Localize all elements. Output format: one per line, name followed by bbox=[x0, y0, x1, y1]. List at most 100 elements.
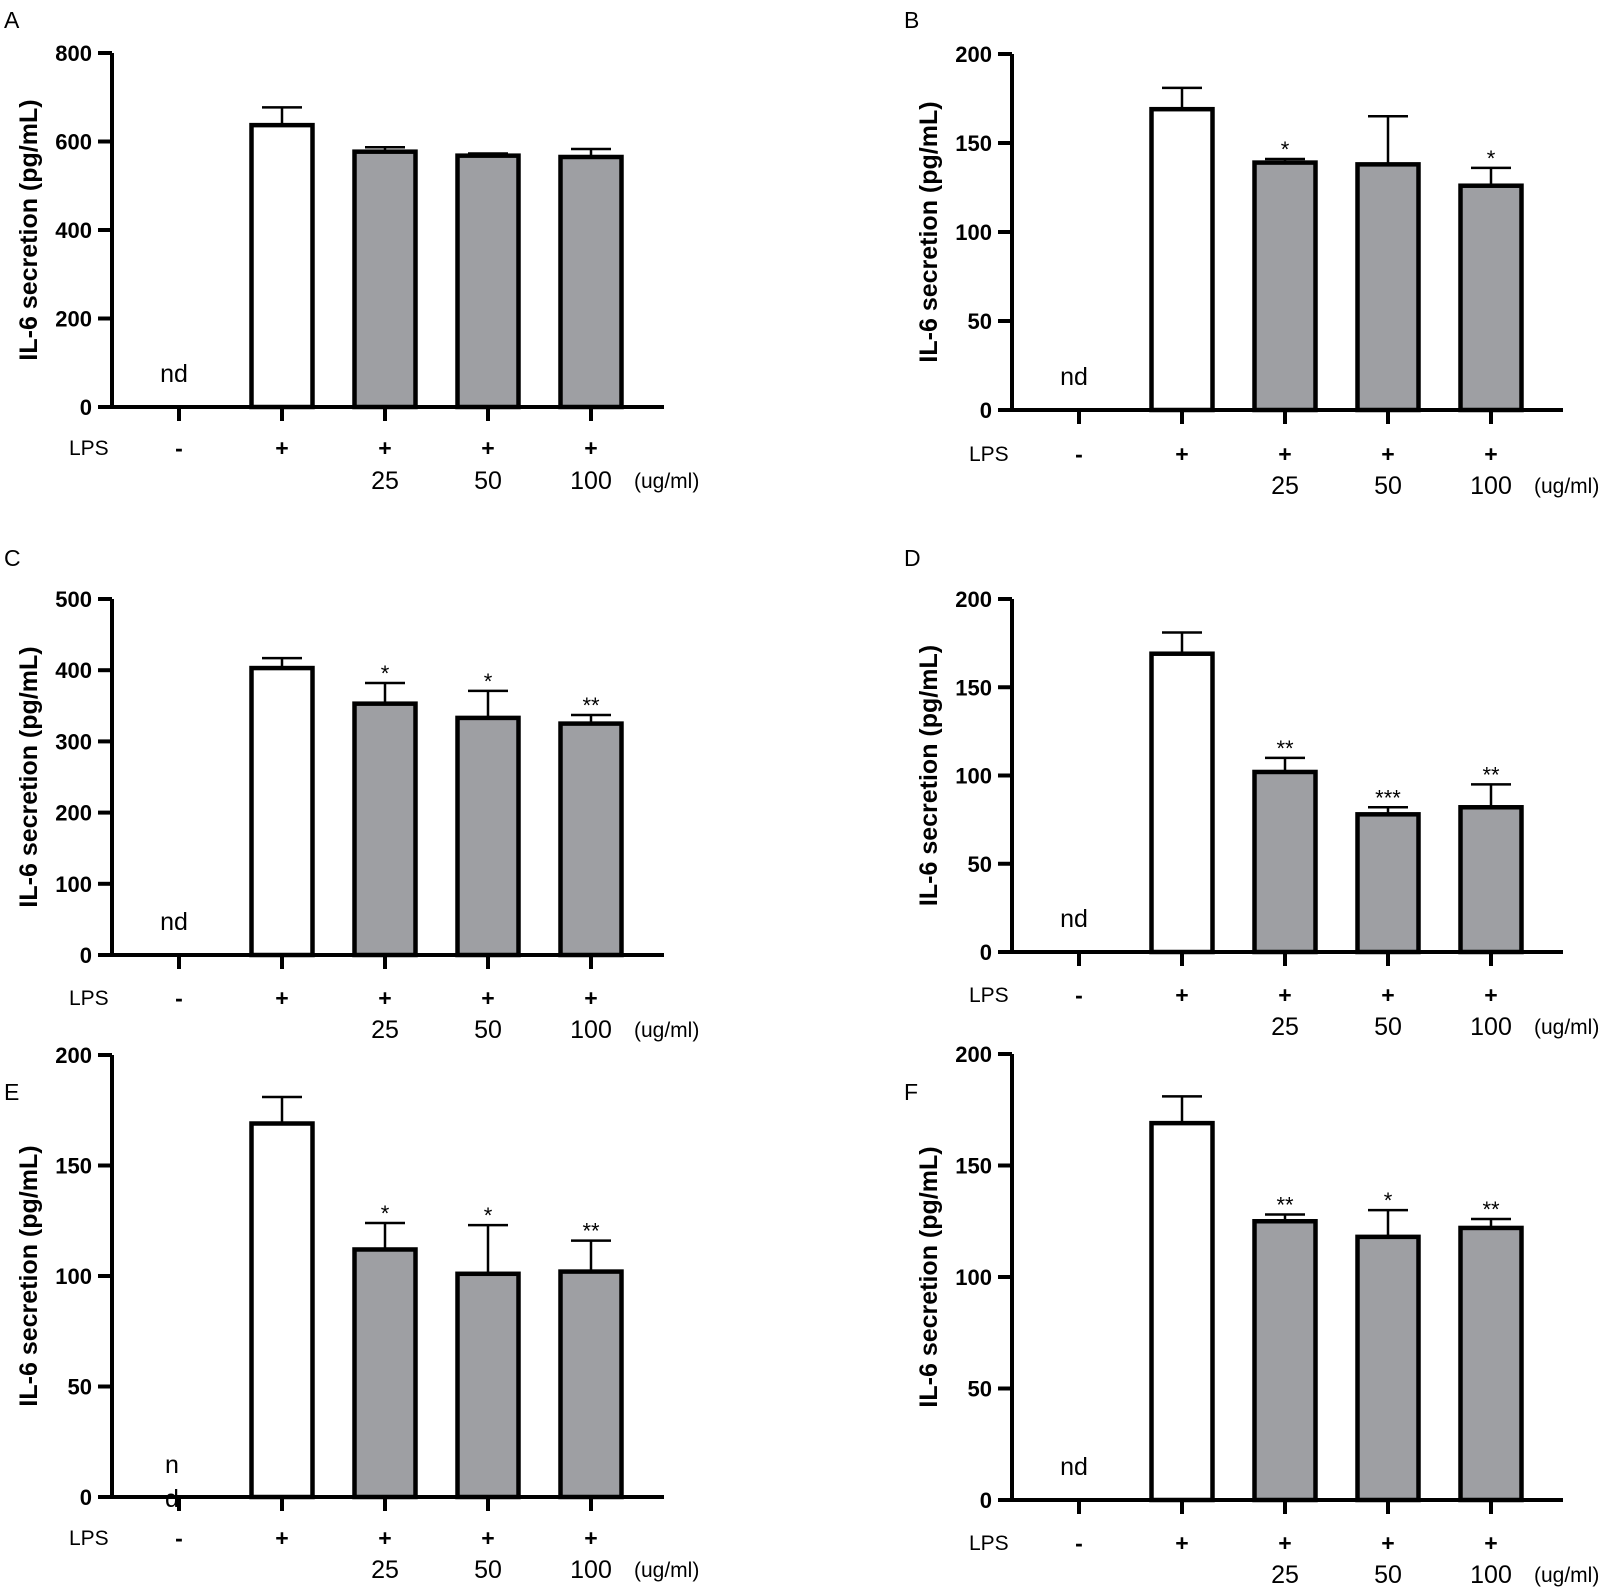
y-tick-label: 200 bbox=[55, 1043, 92, 1068]
bar bbox=[1149, 106, 1215, 413]
lps-sign: + bbox=[1484, 441, 1497, 467]
y-tick-label: 100 bbox=[955, 1265, 992, 1290]
chart-panel-d: DIL-6 secretion (pg/mL)050100150200*****… bbox=[904, 545, 1599, 1041]
unit-label: (ug/ml) bbox=[634, 470, 699, 493]
lps-sign: + bbox=[275, 985, 288, 1011]
concentration-label: 25 bbox=[1271, 1561, 1299, 1589]
y-tick-label: 50 bbox=[968, 1377, 992, 1402]
y-tick-label: 150 bbox=[955, 1154, 992, 1179]
y-tick-label: 100 bbox=[55, 872, 92, 897]
bar bbox=[455, 715, 521, 958]
significance-label: ** bbox=[1482, 1197, 1500, 1222]
concentration-label: 25 bbox=[371, 1016, 399, 1044]
bar bbox=[352, 149, 418, 410]
chart-panel-b: B IL-6 secretion (pg/mL) 0 50 100 150 200 * * nd L… bbox=[904, 7, 1599, 500]
bar bbox=[249, 665, 315, 958]
bar bbox=[558, 154, 624, 410]
lps-label: LPS bbox=[69, 1527, 109, 1550]
bar bbox=[558, 721, 624, 958]
bar bbox=[455, 153, 521, 410]
lps-sign: + bbox=[1278, 1530, 1291, 1556]
unit-label: (ug/ml) bbox=[1534, 1564, 1599, 1587]
nd-label: nd bbox=[160, 908, 188, 936]
lps-sign: - bbox=[175, 985, 183, 1011]
bar bbox=[1458, 805, 1524, 955]
nd-label: nd bbox=[1060, 905, 1088, 933]
y-tick-label: 800 bbox=[55, 41, 92, 66]
significance-label: ** bbox=[582, 1219, 600, 1244]
bar bbox=[352, 1247, 418, 1500]
y-tick-label: 300 bbox=[55, 729, 92, 754]
y-tick-label: 50 bbox=[68, 1375, 92, 1400]
lps-sign: + bbox=[1278, 441, 1291, 467]
concentration-label: 50 bbox=[474, 1556, 502, 1584]
panel-letter: F bbox=[904, 1079, 918, 1105]
panel-letter: E bbox=[4, 1079, 19, 1105]
y-tick-label: 200 bbox=[955, 42, 992, 67]
nd-label: nd bbox=[1060, 363, 1088, 391]
unit-label: (ug/ml) bbox=[634, 1559, 699, 1582]
y-tick-label: 100 bbox=[955, 764, 992, 789]
concentration-label: 50 bbox=[1374, 472, 1402, 500]
y-tick-label: 200 bbox=[955, 587, 992, 612]
concentration-label: 25 bbox=[371, 467, 399, 495]
lps-label: LPS bbox=[69, 987, 109, 1010]
lps-sign: + bbox=[1278, 982, 1291, 1008]
panel-letter: A bbox=[4, 7, 20, 33]
concentration-label: 100 bbox=[570, 1016, 612, 1044]
lps-sign: + bbox=[1175, 982, 1188, 1008]
y-tick-label: 200 bbox=[55, 307, 92, 332]
lps-sign: + bbox=[1175, 441, 1188, 467]
lps-sign: + bbox=[584, 1525, 597, 1551]
y-tick-label: 400 bbox=[55, 658, 92, 683]
concentration-label: 25 bbox=[1271, 1013, 1299, 1041]
unit-label: (ug/ml) bbox=[1534, 475, 1599, 498]
significance-label: * bbox=[1384, 1188, 1393, 1213]
bar bbox=[1252, 1219, 1318, 1503]
lps-sign: - bbox=[175, 1525, 183, 1551]
y-tick-label: 200 bbox=[955, 1042, 992, 1067]
lps-label: LPS bbox=[69, 437, 109, 460]
panel-letter: C bbox=[4, 545, 21, 571]
y-tick-label: 150 bbox=[955, 131, 992, 156]
bar bbox=[1355, 1234, 1421, 1503]
y-tick-label: 600 bbox=[55, 130, 92, 155]
bar bbox=[1149, 651, 1215, 955]
y-tick-label: 0 bbox=[80, 1485, 92, 1510]
significance-label: ** bbox=[1276, 736, 1294, 761]
y-tick-label: 50 bbox=[968, 309, 992, 334]
bar bbox=[1355, 812, 1421, 955]
significance-label: * bbox=[484, 669, 493, 694]
y-tick-label: 400 bbox=[55, 218, 92, 243]
lps-sign: - bbox=[1075, 1530, 1083, 1556]
chart-panel-a: A IL-6 secretion (pg/mL) 0 200 400 600 800 nd LP… bbox=[4, 7, 699, 495]
significance-label: * bbox=[381, 1201, 390, 1226]
significance-label: * bbox=[1281, 137, 1290, 162]
concentration-label: 100 bbox=[570, 1556, 612, 1584]
bar bbox=[455, 1271, 521, 1500]
concentration-label: 50 bbox=[1374, 1013, 1402, 1041]
bar bbox=[1355, 162, 1421, 413]
y-tick-label: 200 bbox=[55, 801, 92, 826]
lps-sign: + bbox=[584, 985, 597, 1011]
y-axis-label: IL-6 secretion (pg/mL) bbox=[915, 101, 943, 362]
concentration-label: 50 bbox=[474, 1016, 502, 1044]
panel-letter: B bbox=[904, 7, 919, 33]
unit-label: (ug/ml) bbox=[1534, 1016, 1599, 1039]
bar bbox=[558, 1269, 624, 1500]
bar bbox=[249, 1121, 315, 1500]
lps-sign: - bbox=[175, 435, 183, 461]
significance-label: ** bbox=[582, 693, 600, 718]
lps-sign: + bbox=[378, 435, 391, 461]
lps-sign: + bbox=[275, 1525, 288, 1551]
lps-sign: + bbox=[1484, 1530, 1497, 1556]
lps-sign: + bbox=[1381, 1530, 1394, 1556]
nd-label: nd bbox=[1060, 1453, 1088, 1481]
concentration-label: 50 bbox=[1374, 1561, 1402, 1589]
y-tick-label: 0 bbox=[80, 395, 92, 420]
significance-label: * bbox=[484, 1203, 493, 1228]
lps-sign: + bbox=[1484, 982, 1497, 1008]
